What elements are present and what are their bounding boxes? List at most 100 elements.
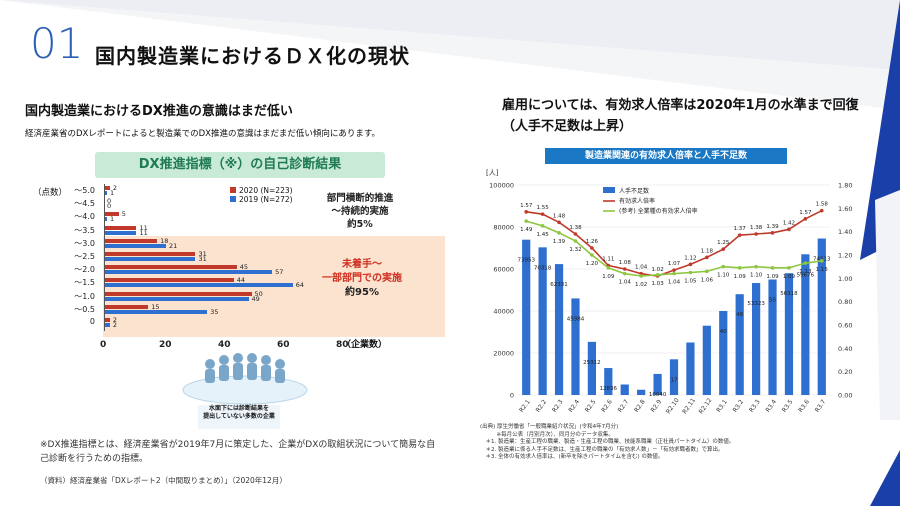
legend-item-2020: 2020 (N=223) [230, 186, 312, 195]
annotation-line: ～持続的実施 [331, 206, 389, 217]
line-value-label: 1.38 [750, 225, 763, 231]
data-label: 0 [107, 197, 112, 206]
bar-value-label: 48 [736, 312, 743, 318]
mfg-ratio-point [573, 232, 578, 236]
y2-tick-label: 1.20 [838, 252, 852, 260]
companies-illustration [182, 353, 308, 405]
legend-label: (参考) 全業種の有効求人倍率 [619, 207, 698, 215]
line-value-label: 1.10 [750, 273, 763, 279]
y-tick-label: 80000 [493, 224, 514, 232]
all-ratio-point [622, 271, 627, 276]
bar-value-label: 73953 [517, 258, 535, 264]
y2-tick-label: 0.00 [838, 392, 852, 400]
all-ratio-point [787, 266, 791, 270]
bar-2020 [104, 265, 237, 270]
x-tick-label: R2.7 [617, 398, 631, 413]
footnote-line: ＊1. 製造業：生産工程の職業、製造・生産工程の職業、技能系職業（正社員パートタ… [480, 439, 735, 445]
line-value-label: 1.57 [520, 203, 533, 209]
all-ratio-point [819, 259, 824, 263]
shortage-bar [571, 298, 580, 395]
x-tick-label: 80 [336, 340, 349, 350]
bar-2020 [104, 212, 119, 217]
shortage-bar [637, 389, 646, 395]
line-value-label: 1.09 [766, 274, 779, 280]
bar-2020 [104, 278, 234, 283]
line-value-label: 1.38 [569, 225, 582, 231]
data-label: 64 [295, 281, 305, 290]
y-tick-label: ～2.5 [74, 252, 95, 261]
all-ratio-point [639, 274, 643, 278]
x-tick-label: R3.7 [814, 398, 828, 413]
left-heading: 国内製造業におけるDX推進の意識はまだ低い [25, 104, 293, 119]
line-value-label: 1.06 [701, 277, 714, 283]
legend-label: 2020 (N=223) [239, 186, 293, 195]
shortage-bar [702, 325, 711, 395]
data-label: 1 [109, 215, 115, 224]
all-ratio-point [754, 264, 758, 269]
all-ratio-point [721, 264, 726, 269]
line-value-label: 1.04 [635, 265, 648, 271]
annotation-line: 約5% [347, 219, 373, 230]
all-ratio-point [524, 219, 529, 223]
bar-2020 [104, 238, 158, 243]
bar-value-label: 17 [671, 377, 678, 383]
line-value-label: 1.04 [668, 280, 681, 286]
y-tick-label: 60000 [493, 266, 514, 274]
mfg-ratio-point [754, 232, 758, 236]
annotation-line: 一部部門での実施 [322, 273, 402, 284]
shortage-bar [784, 273, 794, 395]
bar-2019 [104, 323, 110, 327]
all-ratio-point [705, 269, 709, 274]
all-ratio-point [540, 224, 545, 228]
mfg-ratio-point [737, 233, 742, 237]
water-note-line: 提出していない多数の企業 [203, 413, 275, 420]
x-tick-label: R2.6 [600, 398, 614, 413]
legend-label: 有効求人倍率 [619, 197, 655, 205]
bar-2020 [104, 186, 110, 190]
line-value-label: 1.11 [602, 257, 614, 263]
water-note: 水面下には診断結果を 提出していない多数の企業 [198, 405, 280, 429]
shortage-bar [801, 254, 810, 395]
y-tick-label: ～3.0 [74, 238, 95, 248]
x-tick-label: R3.3 [748, 398, 762, 413]
line-value-label: 1.48 [553, 213, 566, 219]
dx-source: （資料）経済産業省「DXレポート2（中間取りまとめ）」（2020年12月） [40, 476, 287, 485]
line-value-label: 1.39 [766, 224, 779, 230]
all-ratio-point [655, 273, 660, 277]
footnote-line: ＊2. 製造業に係る人手不足数は、生産工程の職業の「有効求人数」－「有効求職者数… [480, 446, 724, 453]
x-tick-label: R2.8 [633, 398, 647, 413]
x-tick-label: R2.5 [584, 398, 598, 413]
shortage-bar [719, 311, 728, 395]
legend-label: 人手不足数 [619, 187, 649, 195]
y-tick-label: 40000 [493, 308, 514, 316]
line-value-label: 1.08 [619, 260, 632, 266]
bar-2019 [104, 217, 107, 222]
x-tick-label: R2.4 [567, 398, 581, 413]
line-value-label: 1.58 [816, 202, 829, 208]
left-subheading: 経済産業省のDXレポートによると製造業でのDX推進の意識はまだまだ低い傾向にあり… [25, 129, 380, 139]
bar-2019 [104, 257, 196, 261]
shortage-bar [604, 368, 613, 395]
line-value-label: 1.03 [651, 281, 664, 287]
mfg-ratio-point [557, 220, 561, 225]
mfg-ratio-point [803, 217, 808, 221]
shortage-bar [686, 342, 695, 395]
all-ratio-point [803, 261, 808, 265]
shortage-bar [554, 264, 564, 395]
bar-value-label: 55 [769, 298, 776, 304]
data-label: 15 [151, 302, 160, 311]
annotation-not-started: 未着手～ 一部部門での実施 約95% [312, 258, 412, 300]
chart-legend: 2020 (N=223) 2019 (N=272) [230, 186, 312, 212]
y2-tick-label: 1.40 [838, 228, 852, 236]
employment-chart: [人] 0 20000 40000 60000 80000 100000 0.00 0.20 0.… [486, 169, 852, 416]
mfg-ratio-point [540, 212, 545, 216]
y-tick-label: ～3.5 [74, 225, 95, 235]
data-label: 2 [112, 184, 118, 192]
x-tick-label: 60 [277, 340, 290, 350]
annotation-line: 約95% [345, 287, 379, 298]
data-label: 31 [198, 255, 207, 263]
x-tick-label: R3.6 [797, 398, 811, 413]
water-note-line: 水面下には診断結果を [208, 405, 269, 412]
footnote-line: ＊3. 全体の有効求人倍率は、(新卒を除きパートタイムを含む) の数値。 [480, 454, 664, 460]
x-tick-label: R2.11 [681, 397, 697, 416]
